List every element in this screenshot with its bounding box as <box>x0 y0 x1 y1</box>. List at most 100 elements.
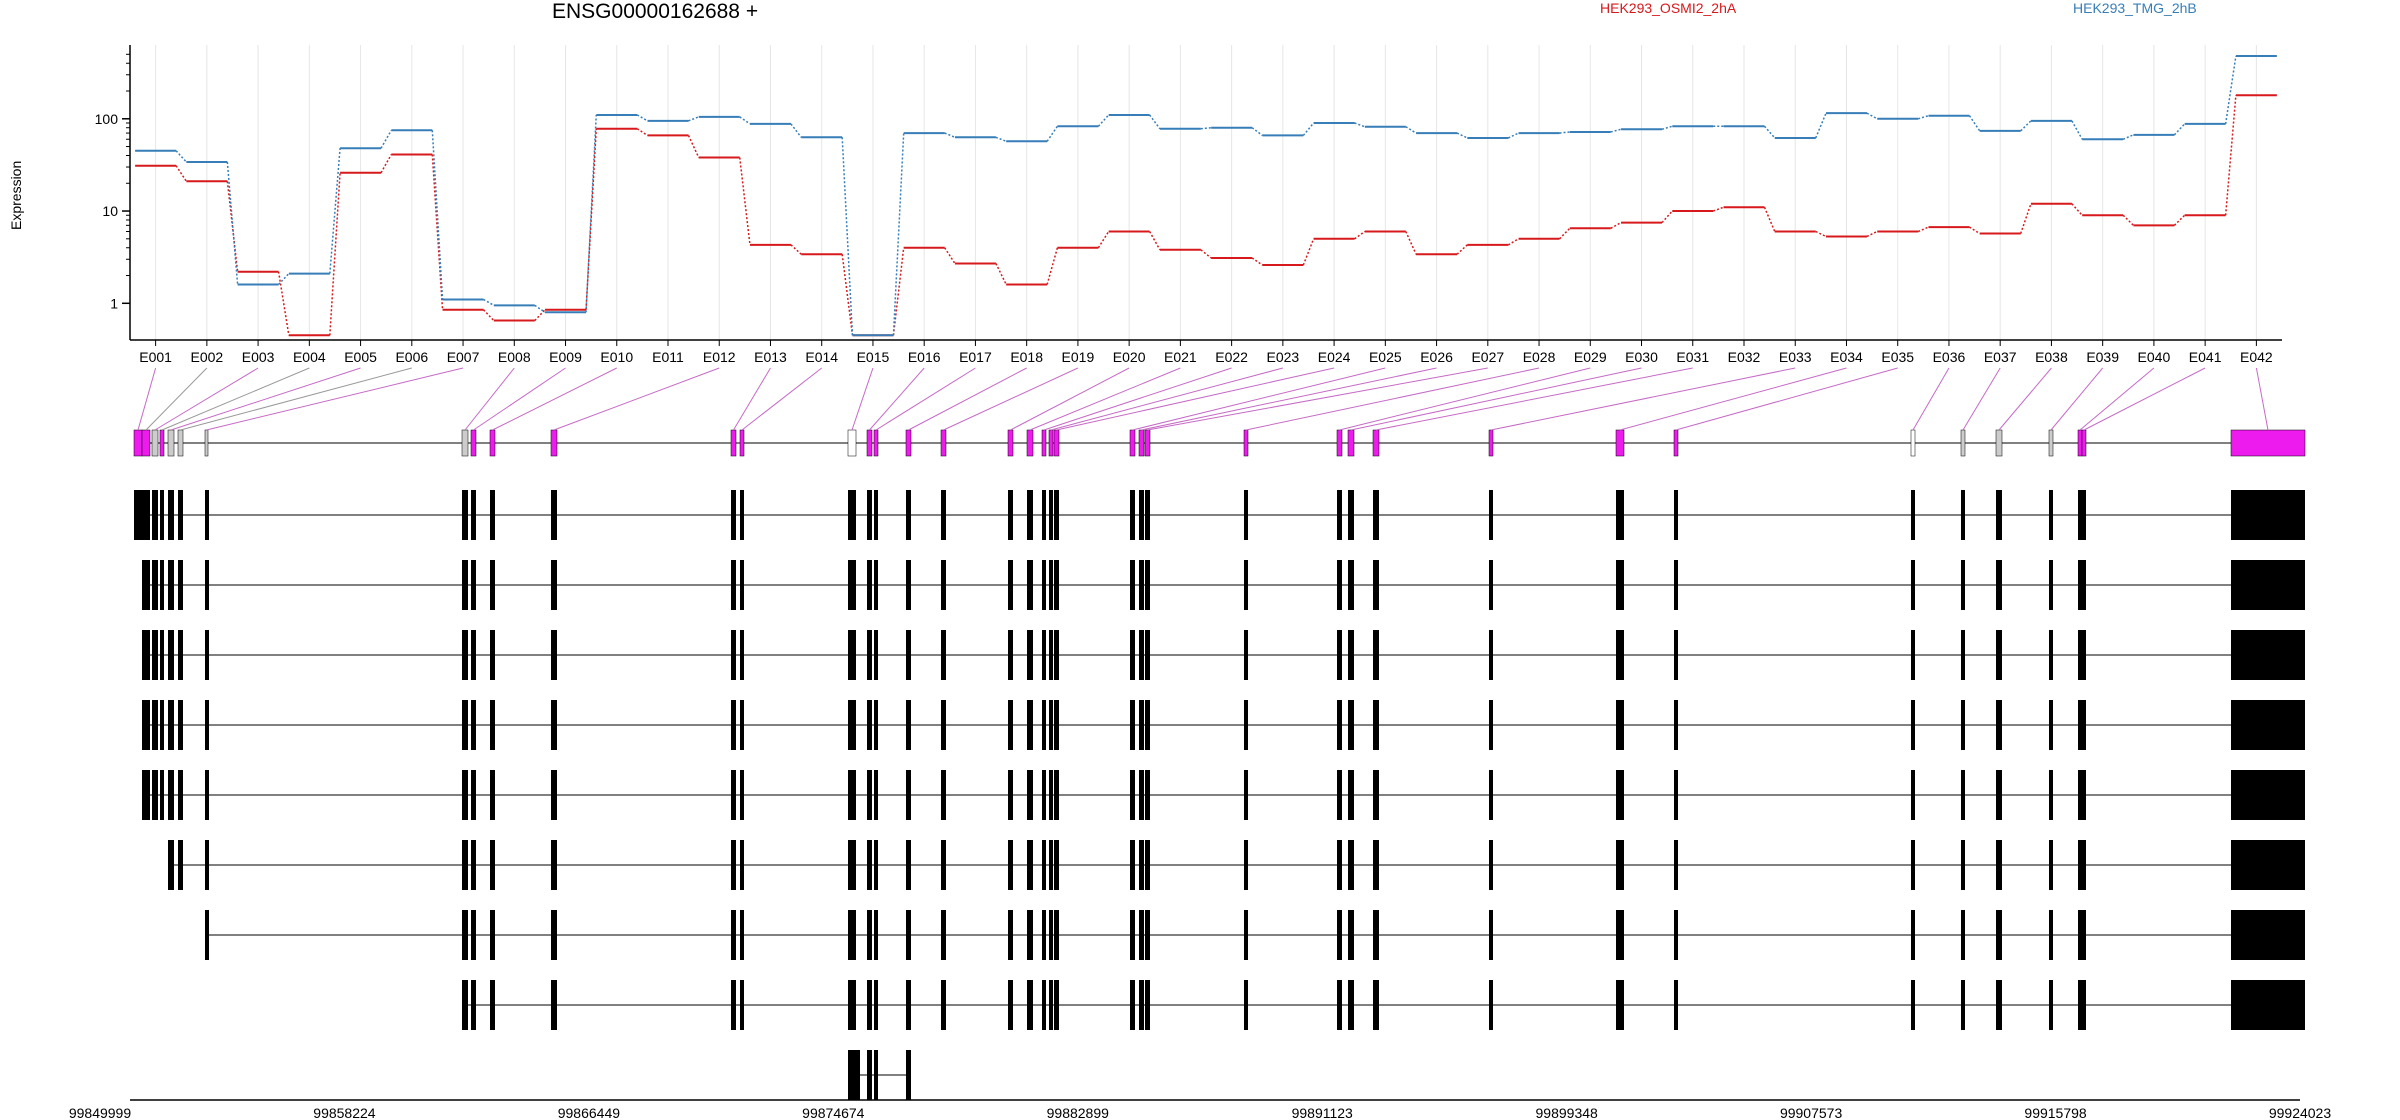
transcript-exon <box>867 980 872 1030</box>
series-connector <box>277 271 290 336</box>
y-tick-label: 1 <box>110 295 118 311</box>
exon-connector <box>2050 367 2104 431</box>
genomic-tick-label: 99899348 <box>1536 1105 1599 1120</box>
exon-connector <box>180 367 412 431</box>
genomic-tick-label: 99874674 <box>802 1105 865 1120</box>
series-connector <box>739 116 751 125</box>
transcript-exon <box>160 630 164 680</box>
gene-exon <box>866 429 873 457</box>
transcript-exon <box>740 910 744 960</box>
transcript-exon <box>1373 840 1379 890</box>
transcript-exon <box>1145 630 1150 680</box>
transcript-exon <box>1008 630 1013 680</box>
transcript-exon <box>2082 770 2086 820</box>
transcript-exon <box>178 700 183 750</box>
transcript-exon <box>1130 560 1135 610</box>
series-connector <box>1815 112 1827 139</box>
transcript-exon <box>740 700 744 750</box>
transcript-exon <box>1139 770 1144 820</box>
transcript-exon <box>142 630 150 680</box>
transcript-exon <box>471 700 476 750</box>
transcript-exon <box>848 700 856 750</box>
transcript-exon <box>1244 630 1248 680</box>
transcript-exon <box>1027 980 1033 1030</box>
x-tick-label: E003 <box>242 349 275 365</box>
gene-exon <box>1144 429 1151 457</box>
transcript-exon <box>490 910 495 960</box>
gene-exon <box>1138 429 1145 457</box>
exon-connector <box>161 367 310 431</box>
x-tick-label: E025 <box>1369 349 1402 365</box>
exon-connector <box>1141 367 1437 431</box>
transcript-exon <box>1042 840 1046 890</box>
transcript-exon <box>906 840 911 890</box>
transcript-exon <box>2231 490 2305 540</box>
gene-exon <box>2081 429 2087 457</box>
transcript-exon <box>1674 700 1678 750</box>
series-connector <box>2173 123 2186 136</box>
transcript-exon <box>1139 560 1144 610</box>
transcript-exon <box>1027 910 1033 960</box>
exon-connector <box>1912 367 1950 431</box>
series-connector <box>1046 125 1059 142</box>
transcript-exon <box>2082 910 2086 960</box>
transcript-exon <box>1489 700 1493 750</box>
transcript-exon <box>462 630 468 680</box>
transcript-exon <box>160 700 164 750</box>
series-connector <box>841 137 854 336</box>
transcript-exon <box>941 630 946 680</box>
x-tick-label: E042 <box>2240 349 2273 365</box>
exon-connector <box>1050 367 1283 431</box>
transcript-exon <box>1042 490 1046 540</box>
exon-connector <box>206 367 464 431</box>
transcript-exon <box>906 560 911 610</box>
transcript-exon <box>740 840 744 890</box>
transcript-exon <box>152 770 158 820</box>
transcript-exon <box>1027 700 1033 750</box>
transcript-exon <box>1130 770 1135 820</box>
transcript-exon <box>1674 910 1678 960</box>
transcript-3 <box>142 630 2305 680</box>
transcript-exon <box>205 630 209 680</box>
transcript-exon <box>1674 980 1678 1030</box>
transcript-exon <box>551 560 557 610</box>
transcript-exon <box>205 840 209 890</box>
transcript-exon <box>551 840 557 890</box>
transcript-exon <box>731 630 736 680</box>
transcript-exon <box>1616 700 1624 750</box>
transcript-exon <box>1145 700 1150 750</box>
transcript-exon <box>471 630 476 680</box>
transcript-exon <box>142 700 150 750</box>
series-connector <box>431 130 444 300</box>
series-connector <box>329 172 341 336</box>
series-connector <box>2122 134 2134 140</box>
x-tick-label: E037 <box>1984 349 2017 365</box>
x-tick-label: E004 <box>293 349 326 365</box>
series-connector <box>636 114 648 122</box>
x-tick-label: E008 <box>498 349 531 365</box>
transcript-exon <box>1244 910 1248 960</box>
transcript-exon <box>1961 840 1965 890</box>
transcript-exon <box>867 1050 872 1100</box>
transcript-exon <box>1008 910 1013 960</box>
transcript-exon <box>1027 630 1033 680</box>
transcript-exon <box>1616 840 1624 890</box>
transcript-exon <box>1348 770 1354 820</box>
gene-exon <box>1336 429 1343 457</box>
x-tick-label: E023 <box>1267 349 1300 365</box>
transcript-exon <box>1049 560 1053 610</box>
transcript-exon <box>740 630 744 680</box>
transcript-exon <box>1244 770 1248 820</box>
transcript-exon <box>462 770 468 820</box>
series-connector <box>1251 257 1263 266</box>
x-tick-label: E018 <box>1010 349 1043 365</box>
series-connector <box>1200 126 1212 130</box>
transcript-1 <box>134 490 2305 540</box>
series-connector <box>636 128 648 137</box>
gene-exon <box>177 429 184 457</box>
y-tick-label: 100 <box>95 111 119 127</box>
transcript-exon <box>1348 840 1354 890</box>
transcript-exon <box>1054 770 1059 820</box>
transcript-exon <box>178 560 183 610</box>
gene-exon <box>873 429 879 457</box>
